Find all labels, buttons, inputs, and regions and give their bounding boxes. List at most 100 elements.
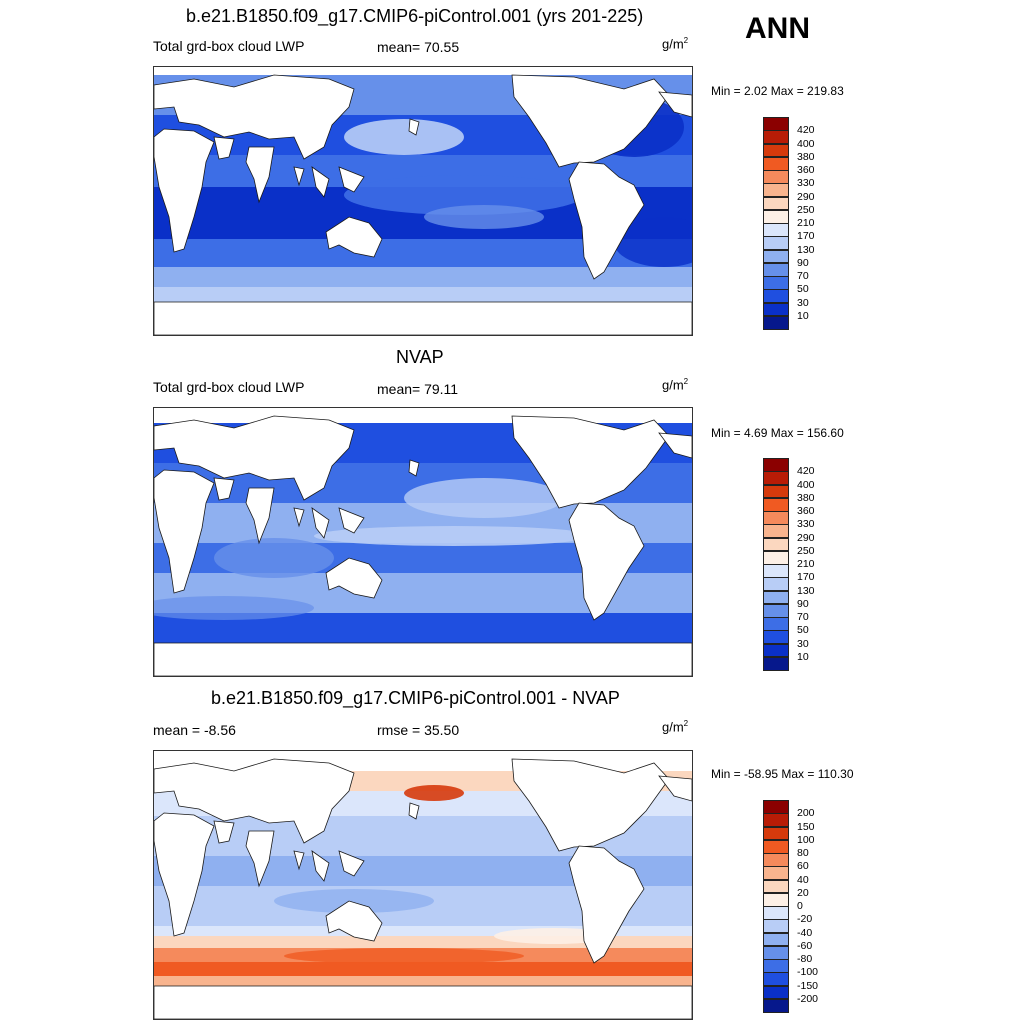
colorbar-swatch [763,839,789,854]
colorbar-tick-label: 360 [797,505,815,517]
colorbar-swatch [763,315,789,330]
colorbar-tick-label: -80 [797,953,813,965]
panel-2-units: g/m2 [662,377,689,393]
panel-1-mean-label: mean= 70.55 [377,39,460,55]
panel-1-map [153,66,693,336]
panel-2-variable-label: Total grd-box cloud LWP [153,379,305,395]
colorbar-swatch [763,497,789,512]
colorbar-swatch [763,959,789,973]
colorbar-tick-label: 290 [797,190,815,203]
panel-2-map-svg [154,408,692,676]
colorbar-swatch [763,945,789,960]
panel-2-title: NVAP [396,347,444,367]
colorbar-tick-label: 250 [797,203,815,216]
colorbar-swatch [763,932,789,947]
colorbar-swatch [763,524,789,538]
colorbar-tick-label: 10 [797,650,809,663]
panel-1-title: b.e21.B1850.f09_g17.CMIP6-piControl.001 … [186,6,644,26]
panel-3-colorbar: 200 150 100 80 60 40 20 0 -20 -40 -60 -80 -100 -150 -2… [763,800,818,1013]
colorbar-swatch [763,800,789,814]
colorbar-tick-label: 130 [797,584,815,597]
colorbar-swatch [763,617,789,631]
colorbar-swatch [763,985,789,1000]
colorbar-swatch [763,262,789,277]
colorbar-tick-label: 330 [797,177,815,190]
panel-2-minmax: Min = 4.69 Max = 156.60 [711,426,844,440]
colorbar-swatch [763,892,789,907]
colorbar-tick-label: 0 [797,900,803,912]
panel-3-map-svg [154,751,692,1019]
panel-3-map [153,750,693,1020]
panel-3-mean-label: mean = -8.56 [153,722,236,738]
colorbar-tick-label: 360 [797,164,815,176]
panel-3-minmax: Min = -58.95 Max = 110.30 [711,767,854,781]
panel-1-map-svg [154,67,692,335]
colorbar-tick-label: 90 [797,597,809,610]
colorbar-tick-label: 70 [797,611,809,623]
colorbar-swatch [763,302,789,317]
colorbar-swatch [763,511,789,525]
colorbar-swatch [763,603,789,618]
colorbar-tick-label: -20 [797,913,813,926]
colorbar-swatch [763,630,789,644]
colorbar-swatch [763,972,789,986]
colorbar-swatch [763,117,789,131]
colorbar-tick-label: 30 [797,296,809,309]
colorbar-tick-label: 250 [797,544,815,557]
panel-3-title: b.e21.B1850.f09_g17.CMIP6-piControl.001 … [211,688,620,708]
colorbar-tick-label: 100 [797,833,815,846]
colorbar-tick-label: -150 [797,979,819,992]
colorbar-tick-label: 50 [797,283,809,296]
panel-1-minmax: Min = 2.02 Max = 219.83 [711,84,844,98]
colorbar-swatch [763,249,789,264]
colorbar-swatch [763,919,789,933]
colorbar-swatch [763,866,789,880]
colorbar-swatch [763,853,789,867]
colorbar-swatch [763,643,789,658]
colorbar-tick-label: 20 [797,886,809,899]
colorbar-tick-label: 90 [797,256,809,269]
colorbar-swatch [763,130,789,144]
colorbar-tick-label: 400 [797,137,815,150]
panel-2-mean-label: mean= 79.11 [377,381,459,397]
colorbar-tick-label: 330 [797,518,815,531]
colorbar-tick-label: 60 [797,860,809,873]
panel-2-colorbar: 420 400 380 360 330 290 250 210 170 130 90 70 50 30 10 [763,458,815,671]
colorbar-tick-label: 420 [797,124,815,137]
colorbar-swatch [763,813,789,827]
colorbar-swatch [763,564,789,578]
colorbar-tick-label: -40 [797,926,813,939]
colorbar-tick-label: 170 [797,571,815,584]
colorbar-swatch [763,196,789,211]
colorbar-swatch [763,879,789,894]
colorbar-tick-label: 210 [797,558,815,570]
colorbar-swatch [763,276,789,290]
colorbar-swatch [763,289,789,303]
panel-1-colorbar: 420 400 380 360 330 290 250 210 170 130 90 70 50 30 10 [763,117,815,330]
colorbar-swatch [763,998,789,1013]
colorbar-tick-label: 170 [797,230,815,243]
colorbar-tick-label: 70 [797,270,809,282]
panel-1-units: g/m2 [662,36,689,52]
colorbar-swatch [763,143,789,158]
colorbar-swatch [763,183,789,197]
colorbar-swatch [763,170,789,184]
colorbar-tick-label: 210 [797,217,815,229]
colorbar-swatch [763,209,789,224]
colorbar-swatch [763,656,789,671]
colorbar-swatch [763,906,789,920]
colorbar-tick-label: 40 [797,873,809,886]
colorbar-tick-label: 150 [797,820,815,833]
colorbar-tick-label: -60 [797,939,813,952]
colorbar-swatch [763,550,789,565]
panel-2-map [153,407,693,677]
colorbar-swatch [763,577,789,591]
season-label: ANN [745,12,810,45]
colorbar-tick-label: 50 [797,624,809,637]
colorbar-swatch [763,458,789,472]
colorbar-tick-label: 80 [797,847,809,859]
colorbar-tick-label: 380 [797,491,815,504]
colorbar-tick-label: -200 [797,992,819,1005]
colorbar-swatch [763,537,789,552]
colorbar-tick-label: 200 [797,807,815,820]
